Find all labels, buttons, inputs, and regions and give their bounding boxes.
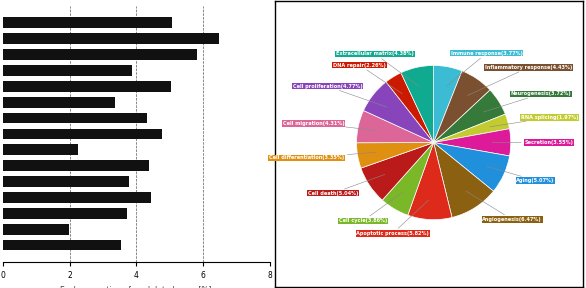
Wedge shape xyxy=(363,82,434,143)
Wedge shape xyxy=(434,114,509,143)
Bar xyxy=(3,192,151,203)
Text: Cell migration(4.31%): Cell migration(4.31%) xyxy=(283,121,377,130)
Wedge shape xyxy=(361,143,434,200)
Bar xyxy=(3,224,69,234)
Text: Extracellular matrix(4.38%): Extracellular matrix(4.38%) xyxy=(336,51,420,87)
Wedge shape xyxy=(434,71,490,143)
Text: Angiogenesis(6.47%): Angiogenesis(6.47%) xyxy=(466,191,542,222)
Wedge shape xyxy=(382,143,434,215)
Bar xyxy=(3,160,149,171)
Bar xyxy=(3,208,127,219)
Text: Aging(5.07%): Aging(5.07%) xyxy=(487,166,554,183)
Wedge shape xyxy=(356,143,434,168)
Text: DNA repair(2.26%): DNA repair(2.26%) xyxy=(333,62,402,94)
Wedge shape xyxy=(434,143,493,217)
Bar xyxy=(3,33,219,44)
Bar xyxy=(3,176,128,187)
Bar xyxy=(3,128,162,139)
X-axis label: Each proportion of modulated gene [%]: Each proportion of modulated gene [%] xyxy=(60,286,212,288)
Bar xyxy=(3,144,79,155)
Text: Secretion(3.55%): Secretion(3.55%) xyxy=(492,140,574,145)
Text: Cell proliferation(4.77%): Cell proliferation(4.77%) xyxy=(292,84,387,107)
Bar xyxy=(3,240,121,251)
Bar xyxy=(3,97,115,108)
Wedge shape xyxy=(408,143,452,220)
Text: Immune response(3.77%): Immune response(3.77%) xyxy=(446,51,523,86)
Wedge shape xyxy=(386,73,434,143)
Bar xyxy=(3,65,132,76)
Wedge shape xyxy=(434,129,511,156)
Text: Apoptotic process(5.82%): Apoptotic process(5.82%) xyxy=(356,200,429,236)
Text: RNA splicing(1.97%): RNA splicing(1.97%) xyxy=(490,115,578,127)
Text: Cell cycle(3.86%): Cell cycle(3.86%) xyxy=(339,192,403,223)
Wedge shape xyxy=(434,143,510,191)
Bar xyxy=(3,49,197,60)
Bar xyxy=(3,81,171,92)
Bar xyxy=(3,113,146,124)
Wedge shape xyxy=(434,65,462,143)
Text: Inflammatory response(4.43%): Inflammatory response(4.43%) xyxy=(468,65,572,96)
Wedge shape xyxy=(356,111,434,143)
Bar xyxy=(3,17,172,28)
Text: Cell differentiation(3.35%): Cell differentiation(3.35%) xyxy=(269,152,376,160)
Text: Cell death(5.04%): Cell death(5.04%) xyxy=(308,175,385,196)
Wedge shape xyxy=(401,65,434,143)
Wedge shape xyxy=(434,90,505,143)
Text: Neurogenesis(3.72%): Neurogenesis(3.72%) xyxy=(483,91,571,112)
